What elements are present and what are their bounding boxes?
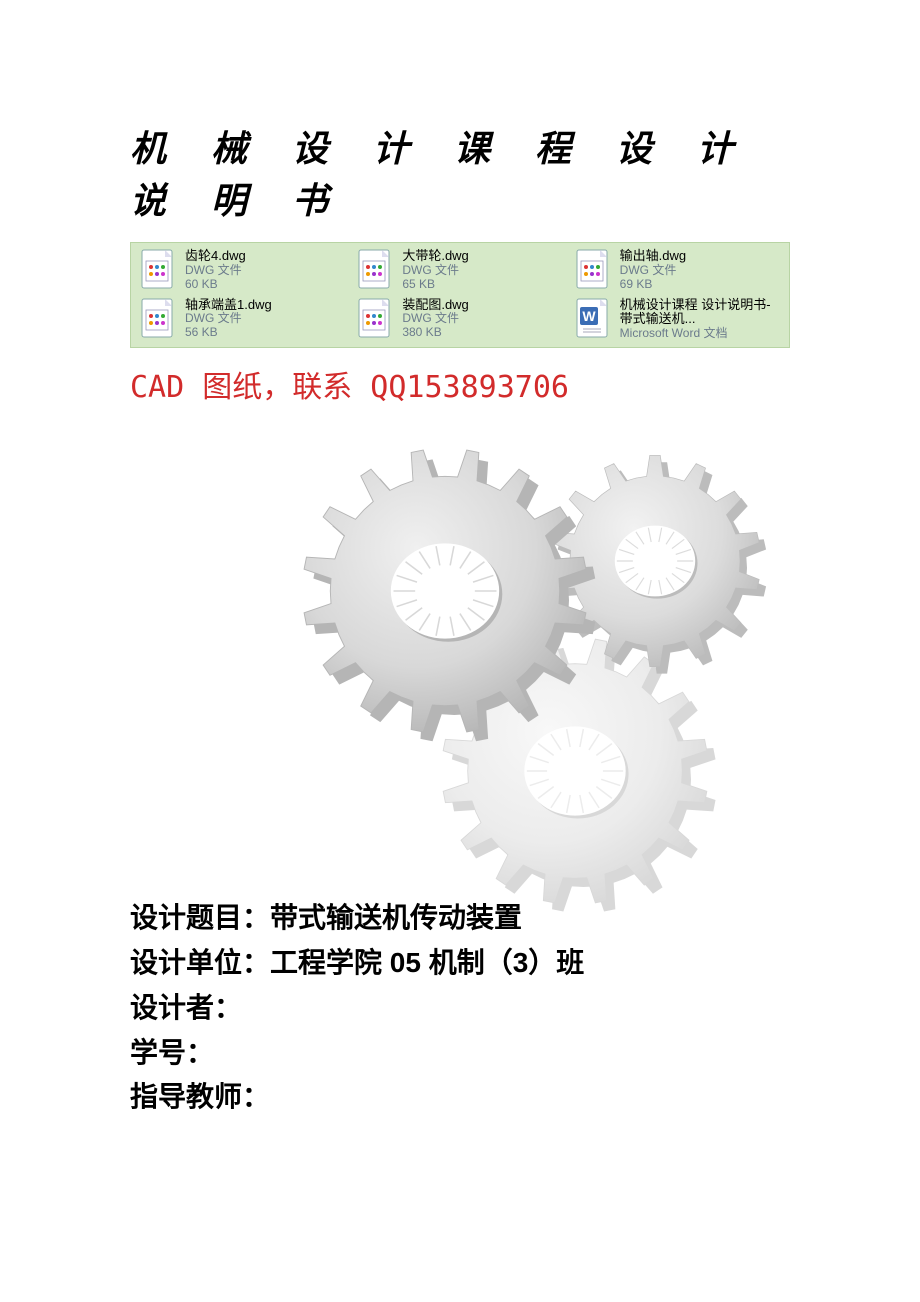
word-file-icon: W [574, 298, 614, 340]
file-item[interactable]: 轴承端盖1.dwg DWG 文件 56 KB [139, 298, 346, 342]
dwg-file-icon [356, 249, 396, 291]
file-item[interactable]: W 机械设计课程 设计说明书-带式输送机... Microsoft Word 文… [574, 298, 781, 342]
file-type: Microsoft Word 文档 [620, 327, 781, 341]
info-label: 学号： [130, 1031, 214, 1076]
page-title: 机 械 设 计 课 程 设 计 说 明 书 [130, 120, 790, 224]
info-label: 设计题目： [130, 896, 270, 941]
dwg-file-icon [139, 249, 179, 291]
file-item[interactable]: 齿轮4.dwg DWG 文件 60 KB [139, 249, 346, 292]
file-size: 60 KB [185, 278, 246, 292]
file-item[interactable]: 大带轮.dwg DWG 文件 65 KB [356, 249, 563, 292]
info-row-designer: 设计者： [130, 986, 790, 1031]
info-label: 设计单位： [130, 941, 270, 986]
dwg-file-icon [574, 249, 614, 291]
file-size: 380 KB [402, 326, 468, 340]
info-row-unit: 设计单位： 工程学院 05 机制（3）班 [130, 941, 790, 986]
file-name: 大带轮.dwg [402, 249, 468, 264]
file-name: 机械设计课程 设计说明书-带式输送机... [620, 298, 781, 328]
file-type: DWG 文件 [620, 264, 686, 278]
info-row-student-id: 学号： [130, 1031, 790, 1076]
gear-large-icon [290, 436, 600, 746]
file-size: 56 KB [185, 326, 272, 340]
file-type: DWG 文件 [185, 264, 246, 278]
svg-text:W: W [582, 308, 596, 324]
file-name: 输出轴.dwg [620, 249, 686, 264]
file-name: 齿轮4.dwg [185, 249, 246, 264]
file-list-panel: 齿轮4.dwg DWG 文件 60 KB 大带轮.dwg DWG 文件 65 K… [130, 242, 790, 348]
file-type: DWG 文件 [402, 312, 468, 326]
file-type: DWG 文件 [402, 264, 468, 278]
file-type: DWG 文件 [185, 312, 272, 326]
info-row-instructor: 指导教师： [130, 1075, 790, 1120]
dwg-file-icon [139, 298, 179, 340]
info-value: 工程学院 05 机制（3）班 [270, 941, 584, 986]
file-item[interactable]: 输出轴.dwg DWG 文件 69 KB [574, 249, 781, 292]
info-label: 设计者： [130, 986, 242, 1031]
file-size: 65 KB [402, 278, 468, 292]
gears-illustration [130, 416, 790, 876]
file-size: 69 KB [620, 278, 686, 292]
contact-text: CAD 图纸，联系 QQ153893706 [130, 362, 790, 406]
info-block: 设计题目： 带式输送机传动装置 设计单位： 工程学院 05 机制（3）班 设计者… [130, 896, 790, 1120]
info-label: 指导教师： [130, 1075, 270, 1120]
dwg-file-icon [356, 298, 396, 340]
file-item[interactable]: 装配图.dwg DWG 文件 380 KB [356, 298, 563, 342]
